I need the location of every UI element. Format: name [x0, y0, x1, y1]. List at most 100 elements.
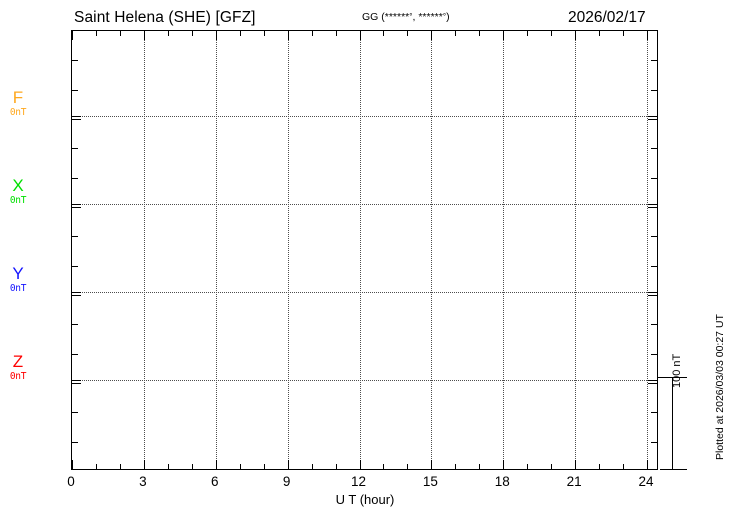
y-axis-major-tick — [72, 116, 81, 117]
x-axis-minor-tick — [119, 464, 121, 469]
x-axis-tick-label: 15 — [422, 474, 438, 489]
x-axis-major-tick — [215, 31, 217, 40]
coordinates-suffix: ) — [446, 11, 450, 23]
x-axis-minor-tick — [335, 31, 337, 36]
x-axis-major-tick — [143, 31, 145, 40]
y-axis-minor-tick — [651, 177, 657, 179]
y-axis-minor-tick — [72, 265, 78, 267]
y-axis-minor-tick — [72, 89, 78, 91]
x-axis-minor-tick — [191, 464, 193, 469]
x-axis-minor-tick — [455, 464, 457, 469]
x-axis-minor-tick — [191, 31, 193, 36]
degree-icon-lat: ° — [409, 12, 413, 21]
x-axis-minor-tick — [95, 464, 97, 469]
y-axis-minor-tick — [651, 324, 657, 326]
x-axis-minor-tick — [551, 464, 553, 469]
y-axis-minor-tick — [72, 60, 78, 62]
x-axis-major-tick — [143, 460, 145, 469]
plot-area — [71, 30, 658, 470]
y-axis-minor-tick — [72, 353, 78, 355]
horizontal-gridline — [72, 292, 657, 293]
scale-bar-label: 100 nT — [671, 353, 683, 388]
x-axis-minor-tick — [623, 464, 625, 469]
x-axis-major-tick — [287, 31, 289, 40]
vertical-gridline — [215, 31, 217, 469]
y-axis-minor-tick — [72, 148, 78, 150]
x-axis-tick-label: 21 — [566, 474, 582, 489]
component-baseline-value: 0nT — [9, 371, 27, 382]
component-letter: X — [12, 176, 24, 195]
x-axis-major-tick — [215, 460, 217, 469]
horizontal-gridline — [72, 116, 657, 117]
vertical-gridline — [503, 31, 505, 469]
coordinates-prefix: GG ( — [362, 11, 385, 23]
x-axis-tick-label: 0 — [67, 474, 75, 489]
page-title: Saint Helena (SHE) [GFZ] — [74, 9, 256, 26]
x-axis-minor-tick — [95, 31, 97, 36]
x-axis-major-tick — [72, 31, 73, 40]
component-baseline-value: 0nT — [9, 195, 27, 206]
x-axis-tick-label: 6 — [210, 474, 219, 489]
x-axis-major-tick — [647, 460, 649, 469]
x-axis-minor-tick — [263, 464, 265, 469]
y-axis-major-tick — [72, 292, 81, 293]
x-axis-minor-tick — [239, 464, 241, 469]
x-axis-major-tick — [503, 31, 505, 40]
y-axis-major-tick — [72, 383, 81, 384]
y-axis-minor-tick — [72, 177, 78, 179]
x-axis-major-tick — [575, 31, 577, 40]
y-axis-minor-tick — [651, 148, 657, 150]
x-axis-major-tick — [431, 460, 433, 469]
x-axis-tick-label: 18 — [494, 474, 510, 489]
scale-bar — [660, 377, 687, 470]
x-axis-minor-tick — [623, 31, 625, 36]
coordinates-longitude: ****** — [418, 11, 443, 23]
vertical-gridline — [287, 31, 289, 469]
coordinates-separator: , — [412, 11, 419, 23]
y-axis-major-tick — [72, 380, 81, 381]
component-letter: Y — [12, 264, 24, 283]
y-axis-minor-tick — [72, 324, 78, 326]
x-axis-minor-tick — [335, 464, 337, 469]
component-baseline-value: 0nT — [9, 283, 27, 294]
geographic-coordinates: GG (******°, ******°) — [362, 11, 450, 23]
y-axis-minor-tick — [651, 412, 657, 414]
y-axis-minor-tick — [651, 353, 657, 355]
x-axis-major-tick — [575, 460, 577, 469]
x-axis-minor-tick — [479, 31, 481, 36]
y-axis-major-tick — [648, 119, 657, 120]
component-label-y: Y 0nT — [0, 265, 48, 295]
x-axis-minor-tick — [167, 464, 169, 469]
x-axis-minor-tick — [383, 464, 385, 469]
y-axis-major-tick — [648, 383, 657, 384]
x-axis-minor-tick — [599, 31, 601, 36]
y-axis-minor-tick — [72, 441, 78, 443]
x-axis-minor-tick — [311, 31, 313, 36]
y-axis-minor-tick — [72, 412, 78, 414]
plotted-at-timestamp: Plotted at 2026/03/03 00:27 UT — [714, 314, 726, 460]
x-axis-minor-tick — [551, 31, 553, 36]
x-axis-major-tick — [72, 460, 73, 469]
component-label-z: Z 0nT — [0, 353, 48, 383]
y-axis-minor-tick — [651, 441, 657, 443]
vertical-gridline — [647, 31, 649, 469]
y-axis-major-tick — [648, 204, 657, 205]
x-axis-minor-tick — [311, 464, 313, 469]
x-axis-minor-tick — [119, 31, 121, 36]
x-axis-major-tick — [431, 31, 433, 40]
x-axis-minor-tick — [527, 464, 529, 469]
x-axis-minor-tick — [599, 464, 601, 469]
component-letter: F — [12, 88, 24, 107]
vertical-gridline — [431, 31, 433, 469]
degree-icon-lon: ° — [442, 12, 447, 21]
scale-bar-top-cap — [660, 377, 687, 378]
x-axis-tick-label: 12 — [350, 474, 367, 489]
y-axis-minor-tick — [72, 236, 78, 238]
horizontal-gridline — [72, 380, 657, 381]
y-axis-major-tick — [72, 295, 81, 296]
x-axis-tick-label: 9 — [282, 474, 291, 489]
y-axis-major-tick — [72, 204, 81, 205]
x-axis-minor-tick — [263, 31, 265, 36]
y-axis-major-tick — [648, 116, 657, 117]
